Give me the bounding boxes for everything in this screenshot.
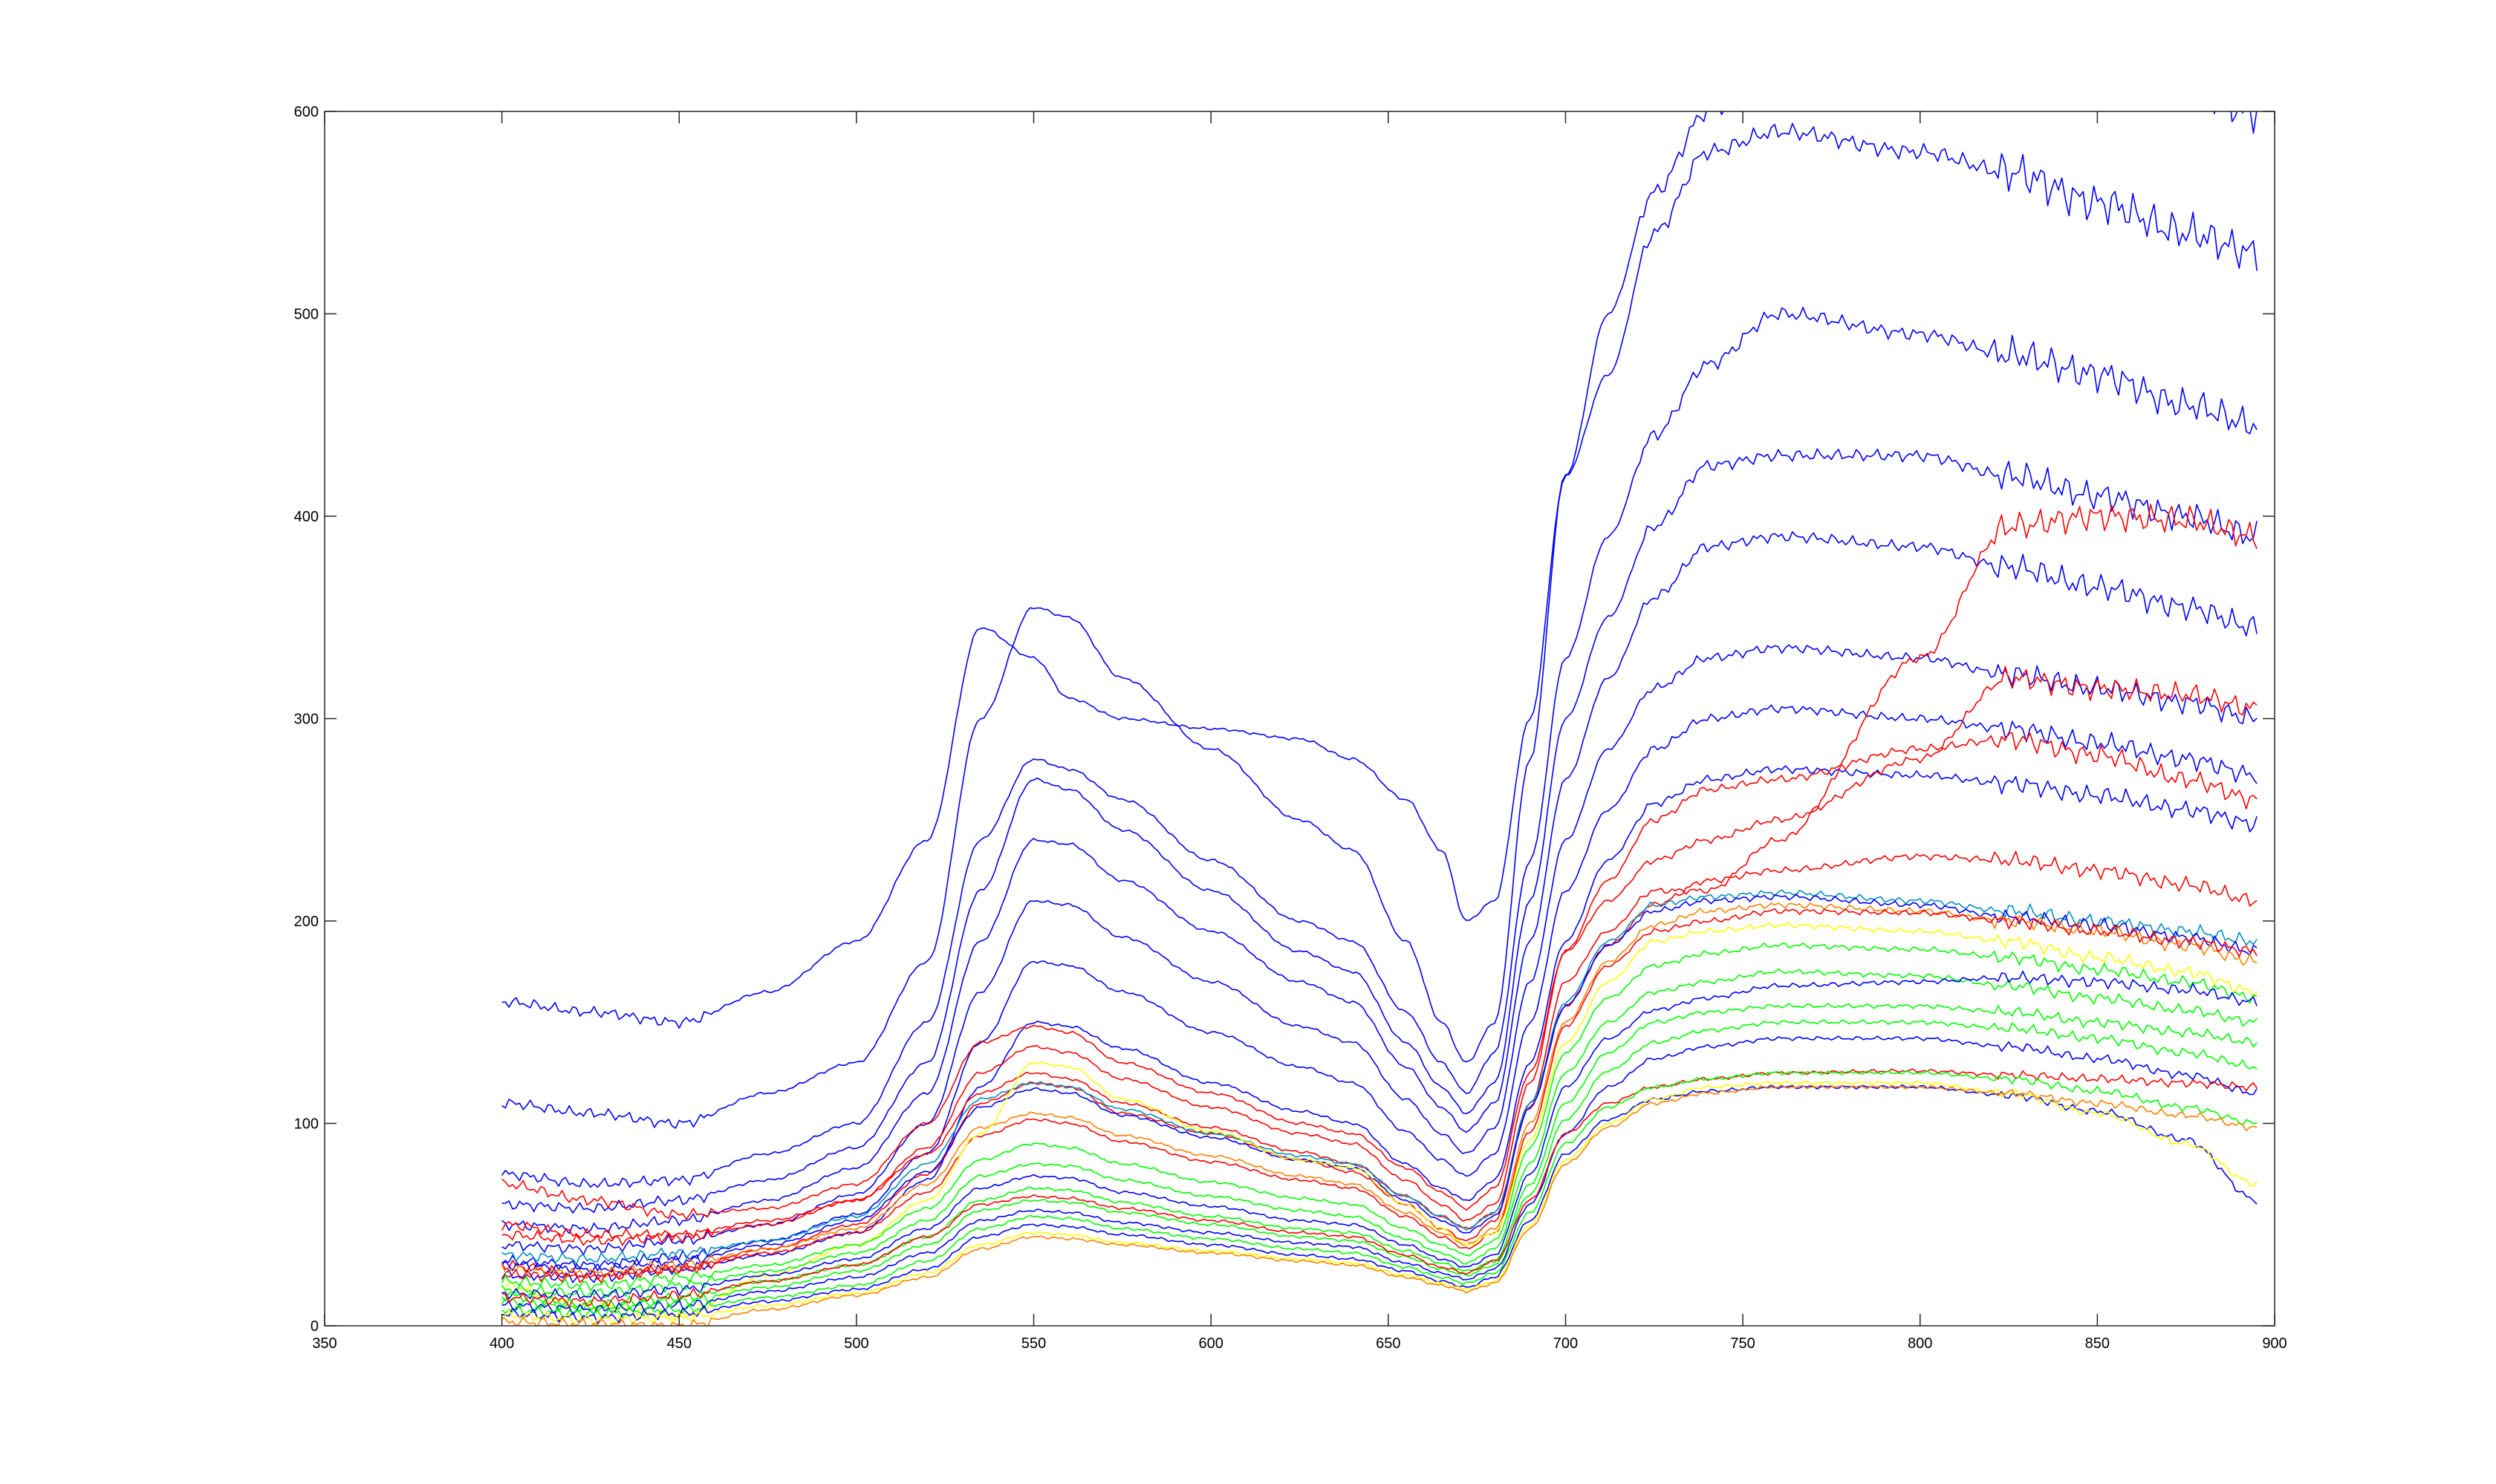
x-tick-label: 450 <box>667 1335 692 1352</box>
series-line <box>501 943 2258 1292</box>
x-tick-label: 650 <box>1376 1335 1400 1352</box>
x-axis: 350 400 450 500 550 600 650 700 750 800 850 900 <box>312 111 2287 1352</box>
series-line <box>501 123 2258 1029</box>
series-line <box>501 908 2258 1283</box>
series-line <box>501 1084 2258 1326</box>
series-line <box>501 894 2258 1275</box>
x-tick-label: 750 <box>1730 1335 1755 1352</box>
series-line <box>501 732 2258 1220</box>
series-layer <box>501 111 2258 1326</box>
x-tick-label: 350 <box>312 1335 337 1352</box>
series-line <box>501 1068 2258 1308</box>
y-tick-label: 400 <box>294 509 319 525</box>
series-line <box>501 111 2258 1129</box>
x-tick-label: 550 <box>1021 1335 1046 1352</box>
y-tick-label: 300 <box>294 712 319 728</box>
series-line <box>501 448 2258 1214</box>
x-tick-label: 850 <box>2085 1335 2110 1352</box>
x-tick-label: 800 <box>1908 1335 1932 1352</box>
series-line <box>501 665 2258 1246</box>
y-tick-label: 200 <box>294 914 319 930</box>
x-tick-label: 600 <box>1198 1335 1223 1352</box>
series-line <box>501 1080 2258 1326</box>
series-line <box>501 1035 2258 1315</box>
series-line <box>501 970 2258 1301</box>
y-tick-label: 600 <box>294 104 319 120</box>
y-axis: 0 100 200 300 400 500 600 <box>294 104 2275 1335</box>
series-line <box>501 968 2258 1298</box>
x-tick-label: 900 <box>2262 1335 2287 1352</box>
x-tick-label: 500 <box>844 1335 868 1352</box>
y-tick-label: 0 <box>311 1318 319 1335</box>
series-line <box>501 765 2258 1283</box>
series-line <box>501 1070 2258 1321</box>
x-tick-label: 400 <box>490 1335 514 1352</box>
series-line <box>501 644 2258 1256</box>
y-tick-label: 500 <box>294 307 319 323</box>
series-line <box>501 850 2258 1242</box>
plot-area <box>325 111 2275 1326</box>
series-line <box>501 307 2258 1188</box>
series-line <box>501 889 2258 1265</box>
y-tick-label: 100 <box>294 1116 319 1133</box>
x-tick-label: 700 <box>1553 1335 1578 1352</box>
series-line <box>501 504 2258 1280</box>
series-line <box>501 1019 2258 1312</box>
series-line <box>501 531 2258 1234</box>
